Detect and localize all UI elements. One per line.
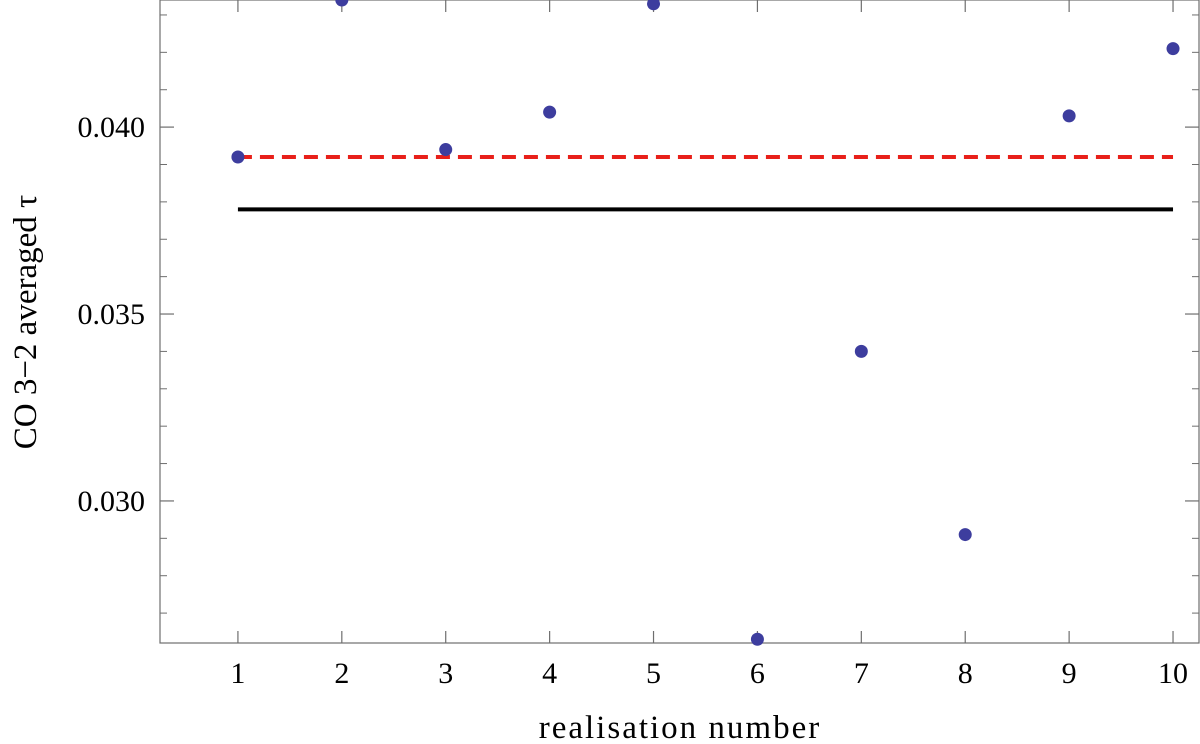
data-point-10: [1166, 42, 1180, 56]
x-tick-label-9: 9: [1062, 657, 1077, 690]
data-point-7: [854, 344, 868, 358]
x-tick-label-2: 2: [334, 657, 349, 690]
x-axis-title: realisation number: [539, 710, 822, 744]
y-tick-label-2: 0.040: [78, 111, 146, 144]
data-point-1: [231, 150, 245, 164]
x-tick-label-8: 8: [958, 657, 973, 690]
data-point-5: [647, 0, 661, 11]
data-point-2: [335, 0, 349, 7]
data-point-3: [439, 143, 453, 157]
y-axis-title: CO 3−2 averaged τ: [8, 195, 44, 450]
x-tick-label-5: 5: [646, 657, 661, 690]
reference-lines: [237, 155, 1174, 212]
y-tick-label-1: 0.035: [78, 298, 146, 331]
tick-labels: 1 2 3 4 5 6 7 8 9 10 0.030 0.035 0.040: [78, 111, 1189, 690]
x-tick-label-4: 4: [542, 657, 557, 690]
x-tick-label-1: 1: [230, 657, 245, 690]
data-point-4: [543, 105, 557, 119]
x-tick-label-7: 7: [854, 657, 869, 690]
ticks: [160, 0, 1199, 643]
data-point-9: [1062, 109, 1076, 123]
data-points: [231, 0, 1180, 646]
x-tick-label-3: 3: [438, 657, 453, 690]
y-tick-label-0: 0.030: [78, 485, 146, 518]
plot-frame: [159, 0, 1200, 644]
data-point-6: [750, 632, 764, 646]
x-tick-label-6: 6: [750, 657, 765, 690]
x-tick-label-10: 10: [1158, 657, 1188, 690]
data-point-8: [958, 528, 972, 542]
